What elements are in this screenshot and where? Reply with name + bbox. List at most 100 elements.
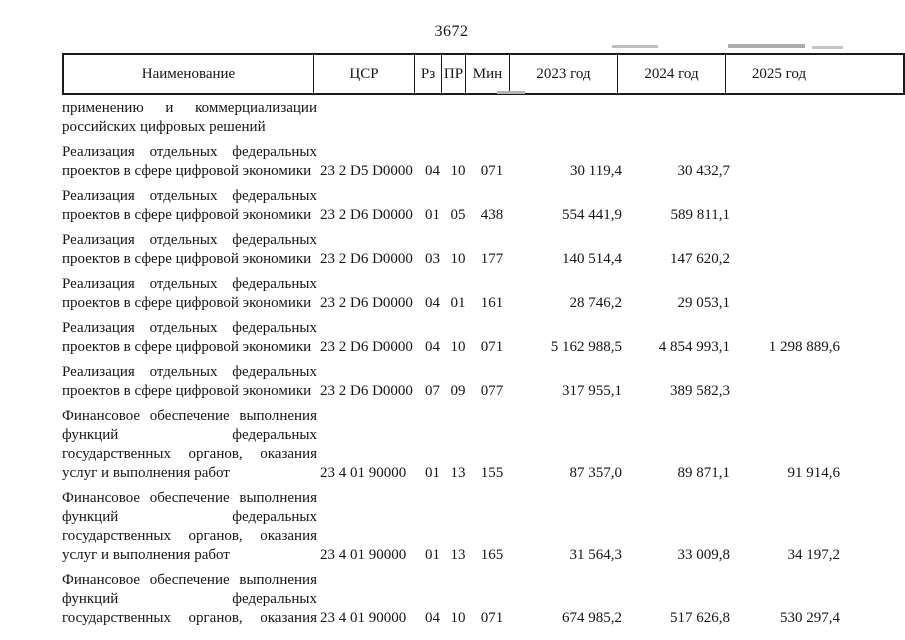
row-name-line: государственных органов, оказания (62, 610, 317, 626)
row-2025-value (730, 118, 840, 137)
row-name-line: Реализация отдельных федеральных (62, 144, 317, 160)
scan-artifact (612, 45, 658, 48)
row-min-code: 071 (480, 610, 504, 626)
row-name-line: проектов в сфере цифровой экономики (62, 339, 312, 355)
row-rz-code: 04 (425, 295, 440, 311)
row-csr-code: 23 2 D6 D0000 (320, 383, 413, 399)
row-name-line: Финансовое обеспечение выполнения (62, 490, 317, 506)
row-pr-code: 10 (450, 610, 466, 626)
row-name-line: функций федеральных (62, 509, 317, 525)
row-csr-code: 23 4 01 90000 (320, 465, 407, 481)
row-min-code (470, 118, 514, 137)
row-rz-code: 04 (425, 339, 440, 355)
row-2025-value: 530 297,4 (780, 610, 840, 626)
row-min-code: 177 (480, 251, 504, 267)
scan-artifact (812, 46, 843, 49)
row-name-line: Финансовое обеспечение выполнения (62, 572, 317, 588)
column-header-2025: 2025 год (751, 65, 807, 82)
row-pr-code: 09 (450, 383, 466, 399)
row-name: Реализация отдельных федеральных проектов… (62, 143, 318, 181)
table-row: Реализация отдельных федеральных проектов… (62, 363, 905, 401)
row-name: Реализация отдельных федеральных проектов… (62, 187, 318, 225)
row-min-code: 071 (480, 339, 504, 355)
row-csr-code: 23 2 D6 D0000 (320, 339, 413, 355)
row-csr-code: 23 2 D5 D0000 (320, 163, 413, 179)
row-name-line: государственных органов, оказания (62, 446, 317, 462)
row-name-line: услуг и выполнения работ (62, 547, 230, 563)
column-header-2023: 2023 год (510, 55, 618, 93)
row-pr-code: 10 (450, 163, 466, 179)
row-name-line: функций федеральных (62, 427, 317, 443)
row-2025-value: 1 298 889,6 (768, 339, 840, 355)
row-rz-code: 04 (425, 610, 440, 626)
row-rz-code: 01 (425, 465, 440, 481)
row-name-line: Финансовое обеспечение выполнения (62, 408, 317, 424)
row-2023-value: 31 564,3 (569, 547, 623, 563)
row-rz-code: 04 (425, 163, 440, 179)
row-2025-value (730, 294, 840, 313)
row-2024-value: 589 811,1 (670, 207, 730, 223)
row-min-code: 071 (480, 163, 504, 179)
table-row: применению и коммерциализации российских … (62, 99, 905, 137)
row-name-line: проектов в сфере цифровой экономики (62, 383, 312, 399)
row-pr-code: 10 (450, 251, 466, 267)
row-pr-code: 05 (450, 207, 466, 223)
row-min-code: 077 (480, 383, 504, 399)
row-name-line: услуг и выполнения работ (62, 465, 230, 481)
row-2025-value (730, 382, 840, 401)
table-body: применению и коммерциализации российских … (62, 99, 905, 628)
row-name: Финансовое обеспечение выполнения функций… (62, 571, 318, 628)
row-name: применению и коммерциализации российских … (62, 99, 318, 137)
row-name: Реализация отдельных федеральных проектов… (62, 231, 318, 269)
row-2024-value (622, 118, 730, 137)
row-name-line: проектов в сфере цифровой экономики (62, 295, 312, 311)
row-2025-value (730, 206, 840, 225)
table-row: Финансовое обеспечение выполнения функций… (62, 571, 905, 628)
row-min-code: 155 (480, 465, 504, 481)
row-name-line: проектов в сфере цифровой экономики (62, 207, 312, 223)
row-2025-value: 91 914,6 (787, 465, 841, 481)
row-pr-code: 13 (450, 547, 466, 563)
row-2024-value: 89 871,1 (677, 465, 731, 481)
table-row: Финансовое обеспечение выполнения функций… (62, 489, 905, 565)
row-2025-value: 34 197,2 (787, 547, 841, 563)
column-header-2024: 2024 год (618, 55, 726, 93)
row-2024-value: 29 053,1 (677, 295, 731, 311)
row-min-code: 438 (480, 207, 504, 223)
row-name-line: Реализация отдельных федеральных (62, 232, 317, 248)
row-rz-code: 07 (425, 383, 440, 399)
page-number: 3672 (434, 23, 469, 40)
row-name: Реализация отдельных федеральных проектов… (62, 275, 318, 313)
row-2023-value (514, 118, 622, 137)
row-2025-value (730, 162, 840, 181)
column-header-name: Наименование (64, 55, 314, 93)
row-2023-value: 87 357,0 (569, 465, 623, 481)
row-name-line: государственных органов, оказания (62, 528, 317, 544)
row-2024-value: 30 432,7 (677, 163, 731, 179)
row-name: Реализация отдельных федеральных проектов… (62, 363, 318, 401)
row-csr-code: 23 4 01 90000 (320, 610, 407, 626)
row-2024-value: 147 620,2 (670, 251, 730, 267)
row-2025-value (730, 250, 840, 269)
row-2023-value: 317 955,1 (562, 383, 622, 399)
row-pr-code: 10 (450, 339, 466, 355)
row-csr-code (318, 118, 419, 137)
row-name-line: Реализация отдельных федеральных (62, 276, 317, 292)
row-rz-code: 01 (425, 547, 440, 563)
row-2024-value: 33 009,8 (677, 547, 731, 563)
row-2023-value: 140 514,4 (562, 251, 622, 267)
column-header-csr: ЦСР (314, 55, 415, 93)
table-header-row: Наименование ЦСР Рз ПР Мин 2023 год 2024… (62, 53, 905, 95)
row-rz-code: 01 (425, 207, 440, 223)
row-name-line: Реализация отдельных федеральных (62, 188, 317, 204)
row-pr-code (446, 118, 470, 137)
row-min-code: 165 (480, 547, 504, 563)
row-name-line: российских цифровых решений (62, 119, 266, 135)
row-min-code: 161 (480, 295, 504, 311)
row-name-line: Реализация отдельных федеральных (62, 320, 317, 336)
row-pr-code: 01 (450, 295, 466, 311)
row-name-line: проектов в сфере цифровой экономики (62, 163, 312, 179)
row-name-line: Реализация отдельных федеральных (62, 364, 317, 380)
row-name-line: функций федеральных (62, 591, 317, 607)
